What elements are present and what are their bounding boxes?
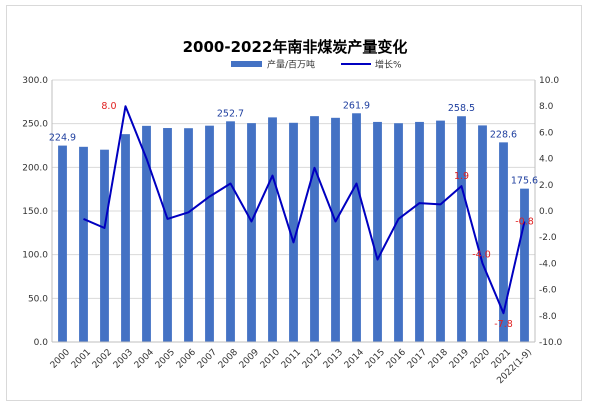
- bar-data-label: 252.7: [217, 108, 244, 119]
- bar: [184, 128, 193, 342]
- bar-data-label: 224.9: [49, 133, 76, 144]
- bar: [247, 123, 256, 342]
- bar: [436, 120, 445, 342]
- bar: [268, 117, 277, 343]
- line-data-label: -0.8: [515, 216, 534, 227]
- y-right-tick-label: -10.0: [539, 338, 563, 348]
- bar: [226, 121, 235, 342]
- x-tick-label: 2018: [427, 347, 450, 370]
- bar: [331, 117, 340, 342]
- y-left-tick-label: 200.0: [22, 163, 48, 173]
- bar-data-label: 175.6: [511, 176, 538, 187]
- bar: [394, 123, 403, 342]
- bar: [478, 125, 487, 342]
- y-left-tick-label: 100.0: [22, 251, 48, 261]
- x-tick-label: 2012: [301, 348, 324, 371]
- x-tick-label: 2009: [238, 347, 261, 370]
- x-tick-label: 2008: [217, 347, 240, 370]
- x-tick-label: 2014: [343, 347, 366, 370]
- line-data-label: -4.0: [472, 249, 491, 260]
- bar-series: [58, 113, 529, 343]
- bar: [142, 125, 151, 342]
- y-right-tick-label: 4.0: [539, 155, 554, 165]
- chart-title: 2000-2022年南非煤炭产量变化: [183, 38, 408, 56]
- y-right-tick-label: 8.0: [539, 102, 554, 112]
- y-left-tick-label: 0.0: [34, 338, 49, 348]
- growth-line-series: [83, 105, 526, 315]
- x-tick-label: 2001: [70, 348, 93, 371]
- bar: [163, 128, 172, 342]
- bar-data-label: 228.6: [490, 129, 517, 140]
- bar: [415, 121, 424, 342]
- line-data-label: -7.8: [494, 319, 513, 330]
- bar: [457, 116, 466, 342]
- x-tick-label: 2002: [91, 348, 114, 371]
- legend-line-label: 增长%: [375, 59, 402, 71]
- bar: [289, 122, 298, 342]
- x-tick-label: 2017: [406, 348, 429, 371]
- x-tick-label: 2011: [280, 348, 303, 371]
- x-tick-label: 2015: [364, 348, 387, 371]
- x-tick-label: 2010: [259, 347, 282, 370]
- legend-bar-swatch: [231, 61, 262, 67]
- data-labels: 224.9 252.7 261.9 258.5 228.6 175.6 8.0 1.9 -4.0…: [49, 100, 538, 330]
- y-right-tick-label: 10.0: [539, 76, 559, 86]
- y-left-tick-label: 250.0: [22, 120, 48, 130]
- legend-bar-label: 产量/百万吨: [267, 59, 315, 71]
- bar: [310, 116, 319, 342]
- line-data-label: 8.0: [101, 101, 116, 112]
- x-tick-label: 2005: [154, 348, 177, 371]
- bar: [352, 113, 361, 342]
- bar: [58, 145, 67, 342]
- x-tick-label: 2003: [112, 348, 135, 371]
- line-data-label: 1.9: [454, 171, 469, 182]
- bar: [373, 121, 382, 342]
- y-right-tick-label: 2.0: [539, 181, 554, 191]
- x-tick-label: 2019: [448, 347, 471, 370]
- x-tick-label: 2006: [175, 347, 198, 370]
- y-right-tick-label: -4.0: [539, 259, 557, 269]
- chart-svg: 2000-2022年南非煤炭产量变化 产量/百万吨 增长% 0.0 50.0 100…: [22, 38, 563, 386]
- bar: [205, 125, 214, 343]
- y-left-tick-label: 50.0: [28, 294, 48, 304]
- y-right-tick-label: 0.0: [539, 207, 554, 217]
- bar: [100, 149, 109, 342]
- legend: 产量/百万吨 增长%: [231, 59, 402, 71]
- bar: [79, 146, 88, 342]
- x-tick-label: 2016: [385, 347, 408, 370]
- bar: [121, 134, 130, 342]
- bar-data-label: 258.5: [448, 103, 475, 114]
- y-left-tick-label: 150.0: [22, 207, 48, 217]
- x-tick-label: 2004: [133, 347, 156, 370]
- y-right-tick-label: 6.0: [539, 128, 554, 138]
- chart-frame: 2000-2022年南非煤炭产量变化 产量/百万吨 增长% 0.0 50.0 100…: [6, 5, 582, 401]
- y-left-tick-label: 300.0: [22, 76, 48, 86]
- y-right-tick-label: -8.0: [539, 312, 557, 322]
- growth-line: [83, 105, 526, 315]
- x-tick-label: 2007: [196, 348, 219, 371]
- bar-data-label: 261.9: [343, 100, 370, 111]
- x-tick-label: 2020: [469, 347, 492, 370]
- x-tick-label: 2013: [322, 348, 345, 371]
- bar: [499, 142, 508, 342]
- y-right-tick-label: -2.0: [539, 233, 557, 243]
- y-right-tick-label: -6.0: [539, 286, 557, 296]
- bar: [520, 188, 529, 342]
- x-tick-label: 2000: [49, 347, 72, 370]
